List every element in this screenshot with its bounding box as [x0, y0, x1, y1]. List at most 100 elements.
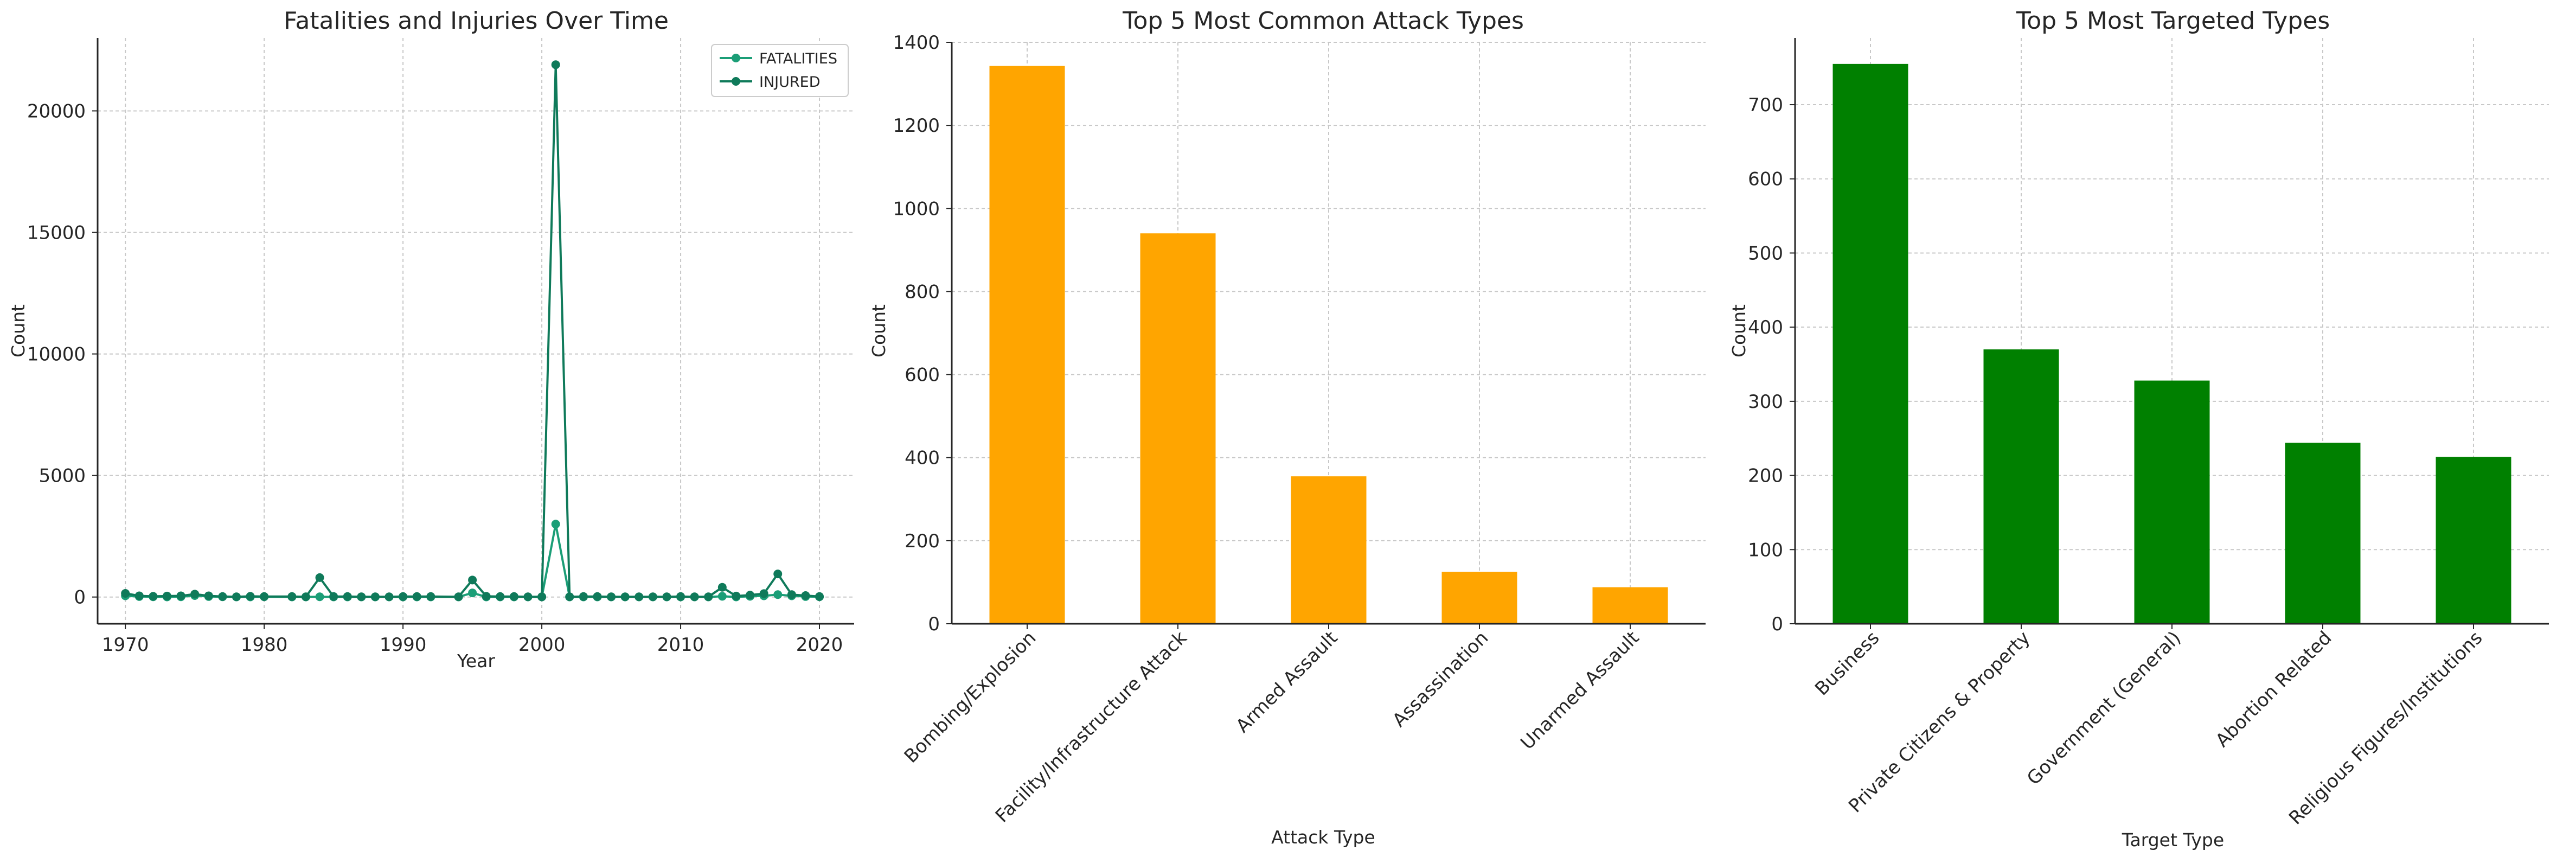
- data-point-injured: [746, 591, 755, 600]
- data-point-injured: [385, 592, 394, 602]
- legend-marker-fatalities: [732, 54, 740, 62]
- x-tick-label: 2000: [518, 634, 566, 656]
- y-tick-label: 10000: [27, 344, 86, 366]
- attack-chart-title: Top 5 Most Common Attack Types: [1122, 7, 1524, 35]
- target-chart-x-label: Target Type: [2122, 829, 2224, 850]
- data-point-injured: [620, 592, 630, 602]
- line-chart-title: Fatalities and Injuries Over Time: [284, 7, 669, 35]
- x-tick-label: 2020: [796, 634, 843, 656]
- data-point-injured: [162, 591, 171, 600]
- data-point-injured: [690, 592, 699, 602]
- x-tick-label: Business: [1811, 627, 1883, 700]
- y-tick-label: 0: [1771, 613, 1783, 635]
- data-point-injured: [579, 592, 588, 601]
- data-point-injured: [815, 592, 824, 601]
- data-point-injured: [246, 592, 255, 601]
- x-tick-label: Bombing/Explosion: [900, 627, 1041, 768]
- data-point-injured: [260, 592, 269, 601]
- x-tick-label: 1990: [380, 634, 427, 656]
- target-chart-title: Top 5 Most Targeted Types: [2016, 7, 2330, 35]
- data-point-injured: [329, 592, 338, 601]
- y-tick-label: 700: [1748, 94, 1783, 116]
- data-point-injured: [232, 592, 241, 602]
- data-point-injured: [121, 589, 130, 598]
- line-chart-ticks: 1970 1980 1990 2000 2010 2020 0 5000 10000 15000 2…: [27, 100, 843, 656]
- data-point-injured: [732, 591, 741, 600]
- data-point-injured: [399, 592, 408, 601]
- data-point-fatalities: [773, 590, 783, 599]
- data-point-injured: [315, 573, 324, 582]
- data-point-injured: [301, 592, 310, 602]
- bar: [1140, 233, 1216, 624]
- data-point-injured: [801, 591, 810, 600]
- x-tick-label: Armed Assault: [1232, 627, 1342, 737]
- legend-marker-injured: [732, 77, 740, 86]
- target-chart-bars: [1832, 63, 2511, 624]
- data-point-injured: [509, 592, 518, 601]
- data-point-injured: [523, 592, 533, 602]
- y-tick-label: 1200: [893, 115, 940, 137]
- data-point-injured: [343, 592, 352, 601]
- line-chart-y-label: Count: [8, 304, 29, 357]
- x-tick-label: 2010: [657, 634, 704, 656]
- target-chart-y-label: Count: [1728, 304, 1750, 357]
- y-tick-label: 200: [905, 530, 940, 552]
- legend-label-fatalities: FATALITIES: [759, 50, 837, 67]
- data-point-injured: [176, 591, 185, 600]
- y-tick-label: 800: [905, 281, 940, 303]
- y-tick-label: 600: [1748, 169, 1783, 190]
- y-tick-label: 300: [1748, 391, 1783, 413]
- data-point-injured: [773, 570, 783, 579]
- data-point-injured: [204, 591, 213, 600]
- panel-attack-types: 0 200 400 600 800 1000 1200 1400 Bombing/Explosi…: [868, 7, 1706, 848]
- y-tick-label: 200: [1748, 465, 1783, 487]
- line-chart-series: [121, 60, 824, 602]
- data-point-injured: [426, 592, 435, 601]
- data-point-injured: [787, 590, 796, 599]
- data-point-injured: [190, 590, 200, 599]
- data-point-fatalities: [551, 520, 560, 529]
- x-tick-label: Private Citizens & Property: [1844, 627, 2034, 817]
- line-chart-legend: FATALITIES INJURED: [711, 44, 849, 97]
- data-point-injured: [551, 60, 560, 69]
- y-tick-label: 100: [1748, 539, 1783, 561]
- y-tick-label: 0: [928, 613, 940, 635]
- data-point-injured: [370, 592, 380, 602]
- y-tick-label: 500: [1748, 242, 1783, 264]
- bar: [989, 66, 1065, 624]
- data-point-injured: [482, 592, 491, 601]
- legend-label-injured: INJURED: [759, 74, 821, 91]
- bar: [1291, 476, 1367, 624]
- attack-chart-bars: [989, 66, 1668, 624]
- data-point-injured: [357, 592, 366, 602]
- data-point-injured: [648, 592, 657, 602]
- y-tick-label: 20000: [27, 100, 86, 122]
- y-tick-label: 5000: [39, 465, 86, 487]
- data-point-injured: [496, 592, 505, 601]
- x-tick-label: Government (General): [2023, 627, 2185, 789]
- line-chart-x-label: Year: [457, 650, 495, 671]
- data-point-injured: [454, 592, 463, 602]
- data-point-injured: [468, 575, 477, 585]
- data-point-injured: [635, 592, 644, 602]
- bar: [1832, 63, 1908, 624]
- bar: [1983, 349, 2059, 624]
- bar: [2436, 457, 2511, 624]
- panel-line-chart: 1970 1980 1990 2000 2010 2020 0 5000 10000 15000 2…: [8, 7, 854, 671]
- attack-chart-x-label: Attack Type: [1271, 827, 1375, 848]
- data-point-injured: [134, 591, 144, 600]
- data-point-injured: [676, 592, 685, 601]
- y-tick-label: 600: [905, 364, 940, 386]
- data-point-injured: [218, 592, 227, 601]
- x-tick-label: 1970: [102, 634, 149, 656]
- x-tick-label: 1980: [241, 634, 288, 656]
- y-tick-label: 1400: [893, 32, 940, 54]
- data-point-injured: [537, 592, 547, 602]
- data-point-injured: [412, 592, 421, 601]
- data-point-injured: [607, 592, 616, 602]
- series-line-injured: [125, 63, 820, 598]
- data-point-fatalities: [717, 592, 727, 601]
- series-line-fatalities: [125, 523, 820, 598]
